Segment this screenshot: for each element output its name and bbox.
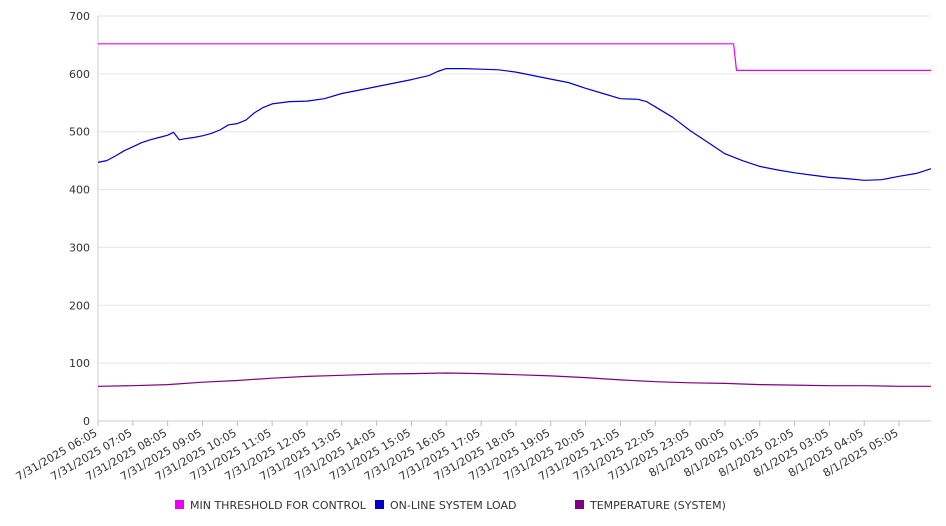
legend-label-min-threshold: MIN THRESHOLD FOR CONTROL xyxy=(190,499,367,512)
series-lines xyxy=(97,43,932,387)
y-tick-label: 700 xyxy=(69,10,90,23)
legend-label-system-load: ON-LINE SYSTEM LOAD xyxy=(390,499,516,512)
y-tick-label: 400 xyxy=(69,184,90,197)
y-tick-label: 200 xyxy=(69,299,90,312)
legend-swatch-system-load xyxy=(375,500,384,509)
y-tick-label: 500 xyxy=(69,126,90,139)
min-threshold-line xyxy=(98,43,931,71)
gridlines xyxy=(98,15,931,364)
legend-swatch-min-threshold xyxy=(175,500,184,509)
legend: MIN THRESHOLD FOR CONTROL ON-LINE SYSTEM… xyxy=(175,499,726,512)
y-tick-label: 300 xyxy=(69,241,90,254)
y-tick-label: 0 xyxy=(83,415,90,428)
temperature-line xyxy=(97,372,931,387)
legend-label-temperature: TEMPERATURE (SYSTEM) xyxy=(589,499,726,512)
legend-swatch-temperature xyxy=(575,500,584,509)
y-tick-label: 100 xyxy=(69,357,90,370)
system-load-line xyxy=(97,68,932,181)
y-tick-label: 600 xyxy=(69,68,90,81)
